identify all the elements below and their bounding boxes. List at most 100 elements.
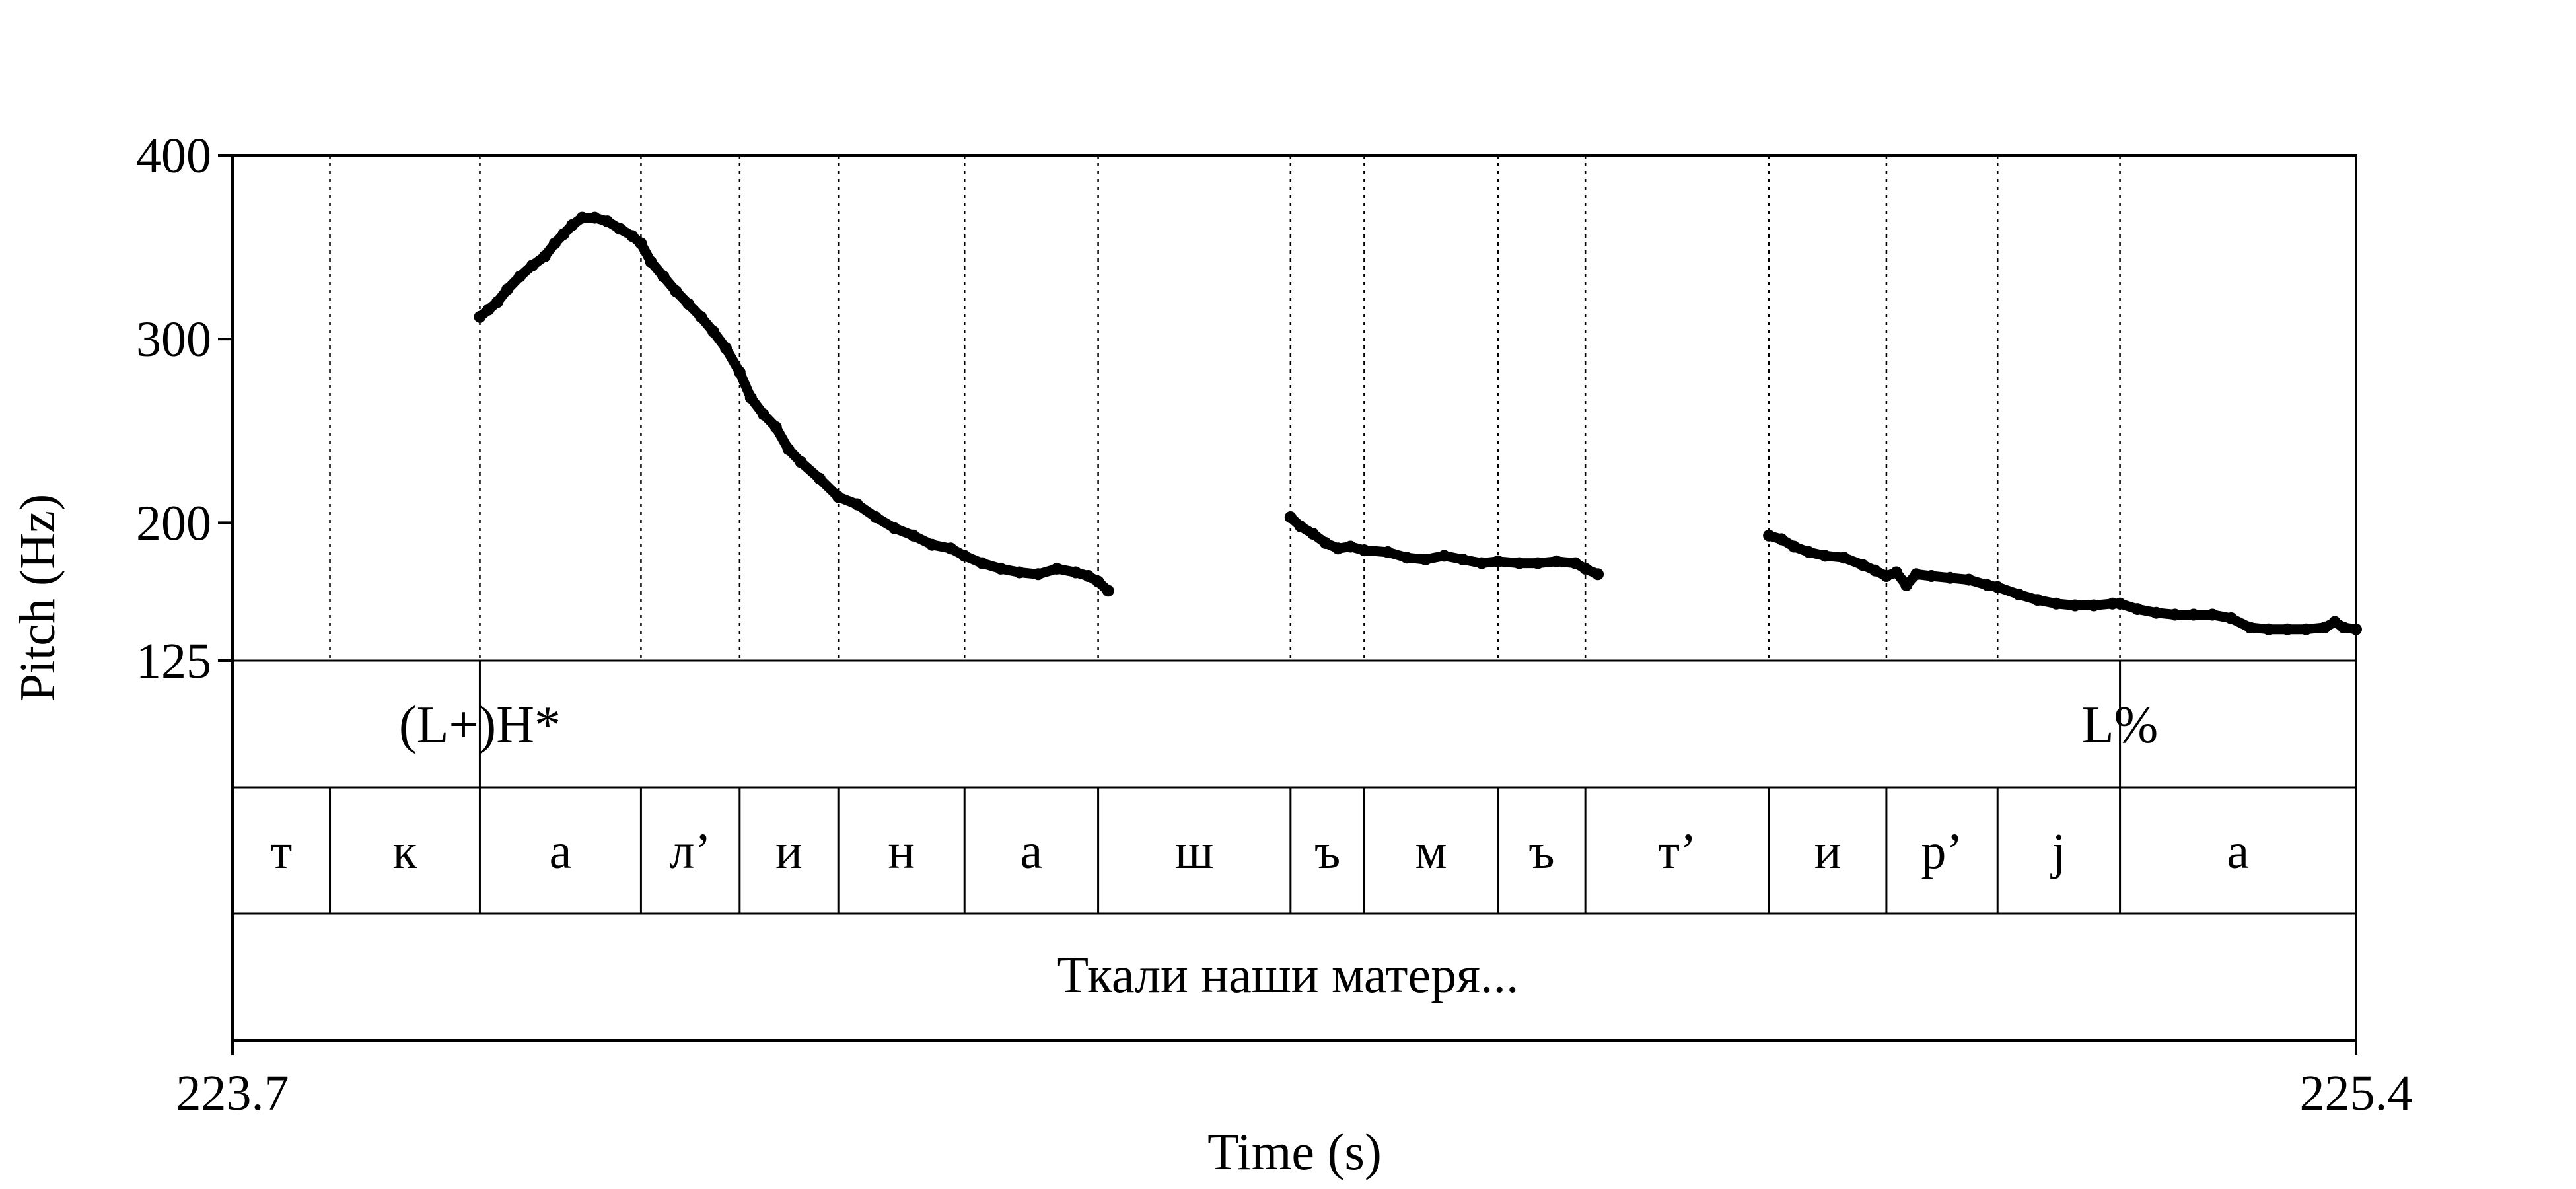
phone-label: j bbox=[2050, 824, 2065, 879]
pitch-point bbox=[926, 538, 939, 551]
pitch-point bbox=[614, 223, 626, 235]
pitch-point bbox=[2318, 621, 2331, 633]
pitch-point bbox=[1910, 568, 1923, 581]
pitch-point bbox=[657, 270, 670, 283]
pitch-point bbox=[1319, 537, 1332, 549]
pitch-point bbox=[1991, 581, 2004, 593]
pitch-point bbox=[1819, 550, 1832, 562]
x-axis: 223.7 225.4 bbox=[176, 1040, 2413, 1121]
pitch-point bbox=[576, 211, 589, 224]
pitch-point bbox=[491, 296, 503, 308]
pitch-point bbox=[720, 342, 732, 355]
pitch-point bbox=[2206, 608, 2219, 621]
plot-frame bbox=[231, 154, 2357, 1042]
pitch-point bbox=[976, 557, 988, 569]
pitch-point bbox=[514, 270, 526, 283]
pitch-point bbox=[1476, 557, 1488, 569]
pitch-point bbox=[1400, 552, 1413, 564]
pitch-point bbox=[1332, 542, 1344, 555]
pitch-point bbox=[1880, 570, 1892, 582]
pitch-point bbox=[1775, 533, 1788, 546]
pitch-point bbox=[1592, 568, 1604, 581]
pitch-point bbox=[782, 443, 795, 456]
pitch-point bbox=[670, 285, 682, 297]
pitch-point bbox=[1092, 575, 1104, 588]
pitch-point bbox=[888, 522, 901, 534]
pitch-point bbox=[757, 408, 769, 421]
pitch-point bbox=[548, 237, 561, 250]
pitch-point bbox=[1803, 546, 1815, 558]
pitch-point bbox=[1102, 585, 1114, 597]
pitch-point bbox=[635, 237, 647, 250]
phone-label: т bbox=[270, 824, 292, 879]
phone-label: ъ bbox=[1314, 824, 1340, 879]
pitch-point bbox=[501, 283, 514, 296]
x-tick-label: 223.7 bbox=[176, 1065, 289, 1121]
pitch-point bbox=[1491, 555, 1504, 567]
pitch-point bbox=[851, 498, 863, 511]
phone-label: а bbox=[550, 824, 572, 879]
phone-label: а bbox=[2227, 824, 2249, 879]
pitch-point bbox=[2244, 621, 2256, 633]
pitch-point bbox=[1788, 540, 1800, 553]
tone-label: (L+)H* bbox=[399, 696, 561, 754]
y-tick-label: 300 bbox=[136, 312, 211, 367]
pitch-point bbox=[557, 228, 570, 240]
pitch-point bbox=[2281, 623, 2293, 635]
y-tick-label: 125 bbox=[136, 633, 211, 689]
tone-tier: (L+)H* L% bbox=[399, 661, 2158, 787]
pitch-point bbox=[2087, 599, 2100, 612]
pitch-point bbox=[482, 303, 495, 316]
pitch-point bbox=[626, 230, 639, 242]
pitch-point bbox=[813, 472, 826, 485]
pitch-point bbox=[2114, 597, 2126, 610]
y-tick-label: 200 bbox=[136, 495, 211, 551]
plot-border bbox=[231, 154, 2357, 1042]
pitch-point bbox=[1295, 520, 1306, 532]
pitch-point bbox=[733, 366, 746, 378]
pitch-point bbox=[645, 256, 657, 268]
pitch-point bbox=[2225, 612, 2237, 624]
pitch-point bbox=[2328, 616, 2341, 628]
pitch-point bbox=[1925, 570, 1937, 582]
pitch-point bbox=[1550, 555, 1563, 567]
pitch-segment bbox=[475, 213, 1114, 596]
pitch-point bbox=[1569, 557, 1581, 569]
pitch-point bbox=[1532, 557, 1544, 569]
pitch-point bbox=[538, 250, 551, 262]
phone-label: р’ bbox=[1921, 824, 1962, 879]
pitch-point bbox=[2150, 606, 2163, 619]
pitch-point bbox=[1838, 552, 1850, 564]
pitch-point bbox=[1944, 571, 1956, 584]
pitch-point bbox=[870, 511, 882, 523]
pitch-point bbox=[1890, 566, 1902, 579]
pitch-point bbox=[1284, 511, 1297, 523]
pitch-point bbox=[2188, 608, 2200, 621]
pitch-point bbox=[2168, 608, 2181, 621]
phone-label: к bbox=[393, 824, 417, 879]
pitch-point bbox=[1306, 528, 1319, 540]
pitch-point bbox=[1982, 579, 1994, 591]
pitch-point bbox=[2338, 621, 2350, 633]
pitch-point bbox=[795, 456, 807, 468]
phone-label: и bbox=[1814, 824, 1842, 879]
pitch-point bbox=[2262, 623, 2275, 635]
pitch-point bbox=[601, 215, 614, 228]
pitch-point bbox=[707, 326, 720, 338]
pitch-point bbox=[945, 542, 957, 555]
pitch-curve bbox=[474, 211, 2362, 635]
phone-label: ъ bbox=[1528, 824, 1554, 879]
pitch-point bbox=[682, 298, 695, 310]
phone-label: и bbox=[775, 824, 803, 879]
phone-label: а bbox=[1020, 824, 1043, 879]
pitch-point bbox=[2069, 599, 2081, 612]
pitch-point bbox=[2031, 594, 2044, 606]
word-tier-text: Ткали наши матеря... bbox=[1057, 946, 1519, 1003]
x-tick-label: 225.4 bbox=[2300, 1065, 2413, 1121]
pitch-point bbox=[1051, 562, 1063, 575]
pitch-point bbox=[1069, 566, 1082, 579]
pitch-point bbox=[744, 392, 757, 404]
tone-label: L% bbox=[2082, 696, 2159, 754]
phone-label: м bbox=[1415, 824, 1447, 879]
